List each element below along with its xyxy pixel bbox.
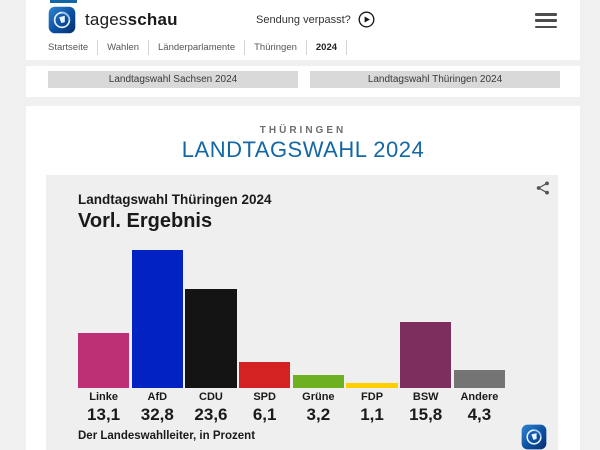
- bar-bsw[interactable]: [400, 322, 452, 388]
- bar-label-fdp: FDP: [361, 391, 384, 403]
- breadcrumb-item-startseite[interactable]: Startseite: [48, 40, 99, 55]
- tab-landtagswahl-sachsen[interactable]: Landtagswahl Sachsen 2024: [48, 71, 298, 88]
- accent-strip: [50, 0, 77, 3]
- bar-label-linke: Linke: [89, 391, 118, 403]
- chart-subtitle: Vorl. Ergebnis: [78, 210, 213, 232]
- bar-value-andere: 4,3: [467, 405, 492, 424]
- bar-label-bsw: BSW: [412, 391, 439, 403]
- bar-label-spd: SPD: [253, 391, 276, 403]
- bar-spd[interactable]: [239, 362, 291, 388]
- bar-area-fdp: [346, 250, 398, 388]
- broadcast-link[interactable]: Sendung verpasst?: [256, 11, 375, 28]
- tab-landtagswahl-thueringen[interactable]: Landtagswahl Thüringen 2024: [310, 71, 560, 88]
- breadcrumb: Startseite Wahlen Länderparlamente Thüri…: [48, 40, 348, 55]
- bar-area-cdu: [185, 250, 237, 388]
- bar-label-andere: Andere: [460, 391, 499, 403]
- chart-title: Landtagswahl Thüringen 2024: [78, 192, 272, 207]
- bar-value-afd: 32,8: [140, 405, 174, 424]
- bar-column-afd: AfD 32,8: [131, 250, 183, 425]
- breadcrumb-item-wahlen[interactable]: Wahlen: [98, 40, 149, 55]
- brand-wordmark: tagesschau: [85, 10, 178, 29]
- breadcrumb-item-thueringen[interactable]: Thüringen: [245, 40, 307, 55]
- broadcast-label: Sendung verpasst?: [256, 13, 351, 26]
- bar-label-gruene: Grüne: [302, 391, 335, 403]
- main-content: THÜRINGEN LANDTAGSWAHL 2024 Landtagswahl…: [26, 106, 580, 450]
- bars-row: Linke 13,1 AfD 32,8 CDU 23,6 SPD 6,1 Grüne 3,2 FDP…: [78, 250, 505, 425]
- chart-source-note: Der Landeswahlleiter, in Prozent: [78, 430, 256, 442]
- bar-value-bsw: 15,8: [409, 405, 443, 424]
- bar-column-fdp: FDP 1,1: [346, 250, 398, 425]
- page-title: LANDTAGSWAHL 2024: [181, 137, 425, 162]
- tagesschau-watermark-icon: [521, 424, 547, 450]
- bar-value-linke: 13,1: [87, 405, 121, 424]
- bar-area-andere: [453, 250, 505, 388]
- tagesschau-logo-icon: [48, 6, 76, 34]
- bar-andere[interactable]: [453, 370, 505, 388]
- bar-column-gruene: Grüne 3,2: [292, 250, 344, 425]
- breadcrumb-item-2024-current: 2024: [307, 40, 348, 55]
- bar-column-spd: SPD 6,1: [239, 250, 291, 425]
- bar-gruene[interactable]: [292, 375, 344, 388]
- bar-area-bsw: [400, 250, 452, 388]
- breadcrumb-item-laenderparlamente[interactable]: Länderparlamente: [149, 40, 246, 55]
- bar-column-bsw: BSW 15,8: [400, 250, 452, 425]
- bar-value-fdp: 1,1: [360, 405, 384, 424]
- bar-linke[interactable]: [78, 333, 130, 388]
- site-header: tagesschau Sendung verpasst? Startseite …: [26, 0, 580, 60]
- bar-cdu[interactable]: [185, 289, 237, 388]
- bar-afd[interactable]: [131, 250, 183, 388]
- region-kicker: THÜRINGEN: [259, 125, 347, 136]
- bar-column-linke: Linke 13,1: [78, 250, 130, 425]
- brand-home-link[interactable]: tagesschau: [48, 6, 178, 34]
- content-column: tagesschau Sendung verpasst? Startseite …: [26, 0, 580, 450]
- bar-value-spd: 6,1: [252, 405, 277, 424]
- bar-label-cdu: CDU: [199, 391, 223, 403]
- bar-column-andere: Andere 4,3: [453, 250, 505, 425]
- bar-value-cdu: 23,6: [194, 405, 228, 424]
- bar-area-gruene: [292, 250, 344, 388]
- bar-label-afd: AfD: [147, 391, 168, 403]
- bar-value-gruene: 3,2: [306, 405, 331, 424]
- play-icon[interactable]: [358, 11, 375, 28]
- menu-icon[interactable]: [535, 13, 557, 28]
- bar-column-cdu: CDU 23,6: [185, 250, 237, 425]
- results-chart-card: Landtagswahl Thüringen 2024 Vorl. Ergebn…: [46, 175, 558, 450]
- bar-fdp[interactable]: [346, 383, 398, 388]
- bar-area-spd: [239, 250, 291, 388]
- bar-area-afd: [131, 250, 183, 388]
- bar-area-linke: [78, 250, 130, 388]
- share-icon[interactable]: [535, 180, 551, 196]
- election-switcher: Landtagswahl Sachsen 2024 Landtagswahl T…: [26, 66, 580, 97]
